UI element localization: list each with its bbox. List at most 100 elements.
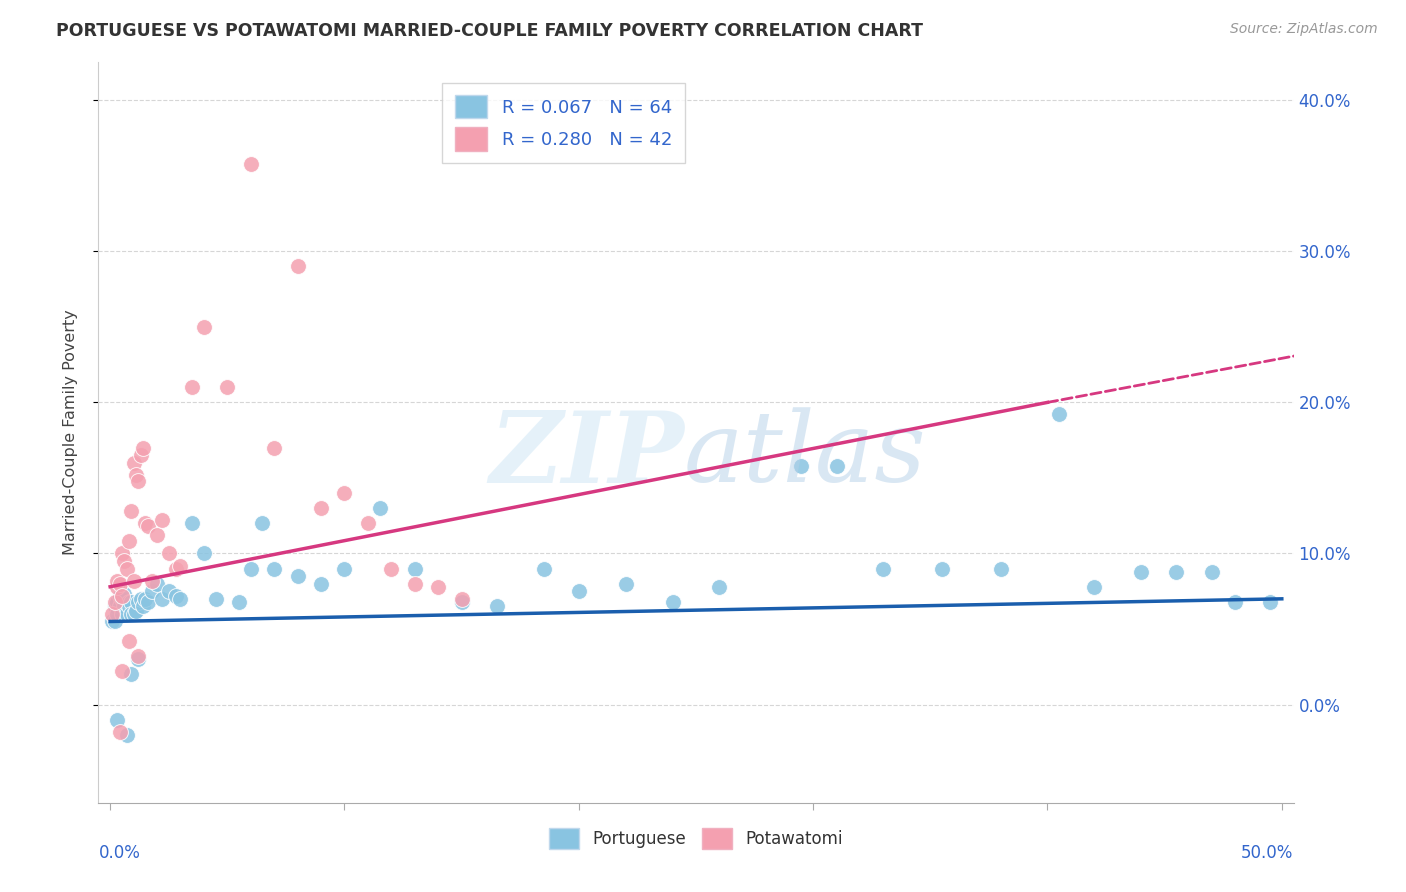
Point	[380, 561, 402, 575]
Point	[112, 554, 135, 568]
Point	[333, 486, 356, 500]
Point	[112, 587, 135, 601]
Text: Source: ZipAtlas.com: Source: ZipAtlas.com	[1230, 22, 1378, 37]
Point	[108, 589, 131, 603]
Point	[1223, 595, 1246, 609]
Point	[157, 547, 180, 561]
Point	[120, 595, 142, 609]
Point	[141, 574, 163, 588]
Point	[239, 561, 262, 575]
Point	[108, 724, 131, 739]
Point	[146, 576, 169, 591]
Point	[533, 561, 555, 575]
Point	[181, 516, 204, 531]
Point	[1130, 565, 1153, 579]
Point	[193, 319, 215, 334]
Point	[404, 561, 426, 575]
Point	[111, 665, 134, 679]
Point	[118, 634, 141, 648]
Point	[357, 516, 380, 531]
Point	[125, 467, 148, 482]
Point	[427, 580, 450, 594]
Point	[568, 584, 591, 599]
Point	[263, 441, 285, 455]
Text: atlas: atlas	[685, 407, 927, 502]
Point	[287, 260, 309, 274]
Point	[129, 448, 152, 462]
Point	[108, 576, 131, 591]
Point	[127, 652, 149, 666]
Point	[104, 595, 127, 609]
Point	[136, 595, 159, 609]
Point	[134, 516, 156, 531]
Point	[134, 591, 156, 606]
Point	[165, 561, 187, 575]
Point	[931, 561, 953, 575]
Point	[252, 516, 274, 531]
Point	[115, 561, 138, 575]
Point	[105, 574, 128, 588]
Point	[450, 591, 472, 606]
Point	[485, 599, 508, 614]
Point	[127, 474, 149, 488]
Point	[118, 534, 141, 549]
Point	[1047, 408, 1070, 422]
Point	[990, 561, 1012, 575]
Point	[1201, 565, 1223, 579]
Point	[105, 580, 128, 594]
Point	[661, 595, 683, 609]
Point	[112, 599, 135, 614]
Point	[105, 595, 128, 609]
Point	[141, 584, 163, 599]
Point	[263, 561, 285, 575]
Point	[614, 576, 637, 591]
Point	[150, 513, 173, 527]
Point	[127, 595, 149, 609]
Point	[125, 604, 148, 618]
Point	[108, 599, 131, 614]
Text: 50.0%: 50.0%	[1241, 844, 1294, 862]
Point	[825, 458, 848, 473]
Legend: Portuguese, Potawatomi: Portuguese, Potawatomi	[537, 816, 855, 861]
Point	[872, 561, 894, 575]
Point	[120, 607, 142, 621]
Point	[181, 380, 204, 394]
Point	[132, 599, 155, 614]
Point	[309, 501, 332, 516]
Point	[111, 591, 134, 606]
Point	[204, 591, 226, 606]
Point	[120, 504, 142, 518]
Point	[105, 713, 128, 727]
Point	[709, 580, 731, 594]
Point	[165, 589, 187, 603]
Point	[122, 607, 145, 621]
Point	[309, 576, 332, 591]
Point	[150, 591, 173, 606]
Point	[450, 595, 472, 609]
Point	[404, 576, 426, 591]
Point	[287, 569, 309, 583]
Point	[101, 607, 124, 621]
Point	[193, 547, 215, 561]
Point	[104, 615, 127, 629]
Text: ZIP: ZIP	[489, 407, 685, 503]
Point	[132, 441, 155, 455]
Point	[111, 607, 134, 621]
Point	[790, 458, 813, 473]
Point	[157, 584, 180, 599]
Point	[101, 615, 124, 629]
Point	[1166, 565, 1188, 579]
Point	[127, 649, 149, 664]
Y-axis label: Married-Couple Family Poverty: Married-Couple Family Poverty	[63, 310, 77, 556]
Point	[122, 456, 145, 470]
Point	[111, 589, 134, 603]
Point	[239, 156, 262, 170]
Point	[136, 519, 159, 533]
Point	[129, 591, 152, 606]
Point	[111, 547, 134, 561]
Point	[1083, 580, 1105, 594]
Point	[105, 607, 128, 621]
Point	[120, 667, 142, 681]
Point	[169, 591, 191, 606]
Point	[368, 501, 391, 516]
